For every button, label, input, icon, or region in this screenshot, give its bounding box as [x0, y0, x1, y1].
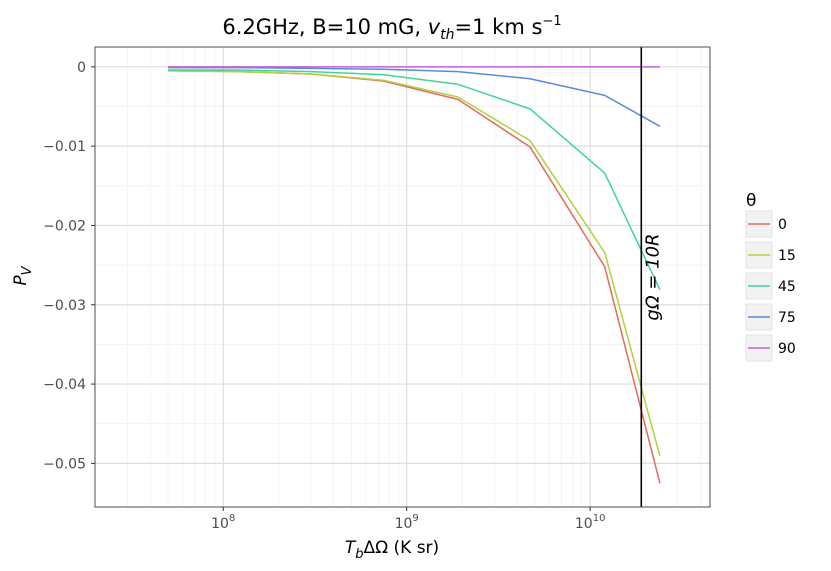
- x-tick-label: 1010: [575, 513, 606, 532]
- y-tick-label: 0: [77, 60, 86, 76]
- x-axis-label: TbΔΩ (K sr): [345, 538, 439, 562]
- y-tick-label: −0.01: [43, 139, 86, 155]
- threshold-annotation: gΩ = 10R: [642, 233, 663, 320]
- legend-label: 75: [778, 310, 796, 326]
- y-tick-label: −0.03: [43, 298, 86, 314]
- y-axis-label: PV: [11, 265, 35, 285]
- x-tick-label: 108: [211, 513, 235, 532]
- x-tick-label: 109: [395, 513, 419, 532]
- minor-gridlines: [94, 47, 710, 507]
- major-gridlines: [95, 47, 710, 507]
- y-axis: 0 −0.01 −0.02 −0.03 −0.04 −0.05: [43, 60, 95, 472]
- legend-label: 90: [778, 341, 796, 357]
- series-line-theta-75: [168, 66, 661, 127]
- x-axis: 108 109 1010: [211, 507, 605, 532]
- legend-label: 0: [778, 217, 787, 233]
- legend-label: 15: [778, 248, 796, 264]
- series-line-theta-45: [168, 69, 661, 291]
- plot-border: [94, 46, 711, 508]
- y-tick-label: −0.04: [43, 377, 86, 393]
- legend-title: θ: [746, 191, 756, 211]
- series-line-theta-15: [168, 70, 661, 457]
- y-tick-label: −0.05: [43, 456, 86, 472]
- plot-panel: [95, 47, 710, 507]
- y-tick-label: −0.02: [43, 218, 86, 234]
- chart-title: 6.2GHz, B=10 mG, vth=1 km s−1: [222, 14, 561, 43]
- legend: θ 0 15 45 75 90: [745, 191, 796, 362]
- legend-label: 45: [778, 279, 796, 295]
- series-layer: [168, 66, 661, 484]
